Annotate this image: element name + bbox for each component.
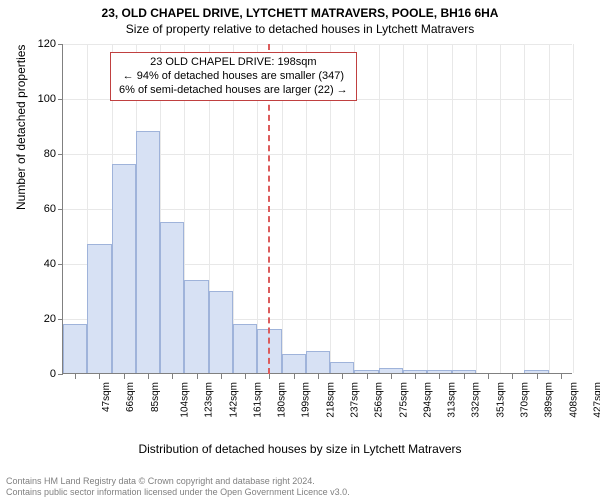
x-tick-label: 123sqm <box>204 382 215 418</box>
annotation-line: 23 OLD CHAPEL DRIVE: 198sqm <box>119 56 348 70</box>
x-tick-label: 218sqm <box>325 382 336 418</box>
x-tick-label: 389sqm <box>544 382 555 418</box>
x-tick-label: 332sqm <box>471 382 482 418</box>
y-tick-label: 80 <box>44 148 56 160</box>
y-tick-label: 0 <box>50 368 56 380</box>
x-tick-label: 275sqm <box>398 382 409 418</box>
x-tick-label: 47sqm <box>101 382 112 412</box>
y-tick-label: 20 <box>44 313 56 325</box>
y-axis-label: Number of detached properties <box>14 45 28 210</box>
histogram-bar <box>427 370 451 373</box>
histogram-bar <box>379 368 403 374</box>
x-tick-label: 142sqm <box>228 382 239 418</box>
histogram-bar <box>136 131 160 373</box>
histogram-bar <box>87 244 111 373</box>
histogram-bar <box>330 362 354 373</box>
x-tick-label: 161sqm <box>252 382 263 418</box>
y-tick-label: 120 <box>38 38 56 50</box>
x-tick-label: 313sqm <box>447 382 458 418</box>
x-tick-label: 180sqm <box>277 382 288 418</box>
x-tick-label: 256sqm <box>374 382 385 418</box>
x-tick-label: 66sqm <box>125 382 136 412</box>
x-tick-label: 408sqm <box>568 382 579 418</box>
histogram-bar <box>524 370 548 373</box>
histogram-bar <box>160 222 184 373</box>
footer-line1: Contains HM Land Registry data © Crown c… <box>6 476 350 487</box>
histogram-bar <box>209 291 233 374</box>
annotation-line: ← 94% of detached houses are smaller (34… <box>119 70 348 84</box>
x-tick-label: 237sqm <box>350 382 361 418</box>
page-subtitle: Size of property relative to detached ho… <box>0 22 600 36</box>
histogram-bar <box>306 351 330 373</box>
histogram-bar <box>354 370 378 373</box>
x-tick-label: 370sqm <box>520 382 531 418</box>
footer-line2: Contains public sector information licen… <box>6 487 350 498</box>
histogram-bar <box>452 370 476 373</box>
x-tick-label: 294sqm <box>422 382 433 418</box>
histogram-bar <box>112 164 136 373</box>
x-tick-label: 85sqm <box>150 382 161 412</box>
annotation-line: 6% of semi-detached houses are larger (2… <box>119 84 348 98</box>
y-tick-label: 40 <box>44 258 56 270</box>
page-title-address: 23, OLD CHAPEL DRIVE, LYTCHETT MATRAVERS… <box>0 6 600 20</box>
histogram-bar <box>233 324 257 374</box>
histogram-bar <box>403 370 427 373</box>
y-tick-label: 100 <box>38 93 56 105</box>
histogram-bar <box>282 354 306 373</box>
footer-attribution: Contains HM Land Registry data © Crown c… <box>6 476 350 498</box>
x-tick-label: 199sqm <box>301 382 312 418</box>
y-tick-label: 60 <box>44 203 56 215</box>
annotation-box: 23 OLD CHAPEL DRIVE: 198sqm← 94% of deta… <box>110 52 357 101</box>
histogram-bar <box>63 324 87 374</box>
x-tick-label: 351sqm <box>495 382 506 418</box>
x-axis-label: Distribution of detached houses by size … <box>0 442 600 456</box>
x-tick-label: 427sqm <box>592 382 600 418</box>
x-tick-label: 104sqm <box>180 382 191 418</box>
histogram-bar <box>184 280 208 374</box>
